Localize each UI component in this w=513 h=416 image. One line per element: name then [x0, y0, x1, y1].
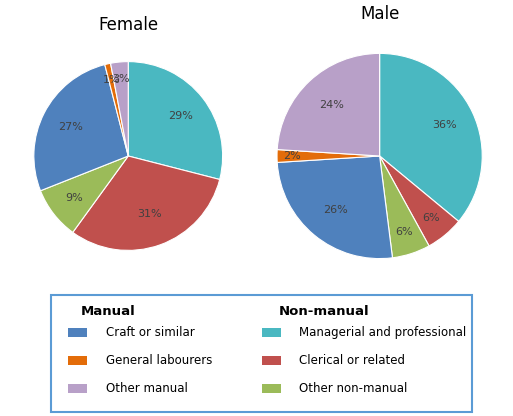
Bar: [262, 328, 281, 337]
Bar: [262, 384, 281, 393]
Wedge shape: [41, 156, 128, 233]
Text: 31%: 31%: [137, 209, 162, 219]
Wedge shape: [277, 53, 380, 156]
Wedge shape: [380, 53, 482, 221]
Wedge shape: [380, 156, 429, 258]
Text: 1%: 1%: [103, 75, 120, 85]
Text: 9%: 9%: [66, 193, 84, 203]
Bar: [68, 384, 87, 393]
Wedge shape: [277, 150, 380, 162]
Text: Clerical or related: Clerical or related: [300, 354, 405, 367]
Text: 27%: 27%: [58, 122, 84, 132]
Title: Male: Male: [360, 5, 399, 23]
FancyBboxPatch shape: [51, 295, 472, 412]
Text: 24%: 24%: [320, 100, 344, 110]
Text: Other non-manual: Other non-manual: [300, 382, 408, 395]
Text: 3%: 3%: [112, 74, 130, 84]
Wedge shape: [277, 156, 392, 259]
Wedge shape: [380, 156, 459, 246]
Text: General labourers: General labourers: [106, 354, 212, 367]
Bar: [262, 356, 281, 365]
Text: 36%: 36%: [432, 120, 457, 131]
Bar: [68, 328, 87, 337]
Bar: [68, 356, 87, 365]
Text: 6%: 6%: [396, 227, 413, 237]
Text: 26%: 26%: [323, 205, 347, 215]
Text: Non-manual: Non-manual: [279, 305, 369, 318]
Text: 6%: 6%: [422, 213, 440, 223]
Text: 2%: 2%: [284, 151, 301, 161]
Title: Female: Female: [98, 16, 159, 34]
Text: Manual: Manual: [81, 305, 135, 318]
Wedge shape: [111, 62, 128, 156]
Wedge shape: [105, 63, 128, 156]
Text: Craft or similar: Craft or similar: [106, 326, 195, 339]
Text: Managerial and professional: Managerial and professional: [300, 326, 467, 339]
Wedge shape: [73, 156, 220, 250]
Text: 29%: 29%: [168, 111, 193, 121]
Wedge shape: [34, 64, 128, 191]
Text: Other manual: Other manual: [106, 382, 188, 395]
Wedge shape: [128, 62, 223, 179]
